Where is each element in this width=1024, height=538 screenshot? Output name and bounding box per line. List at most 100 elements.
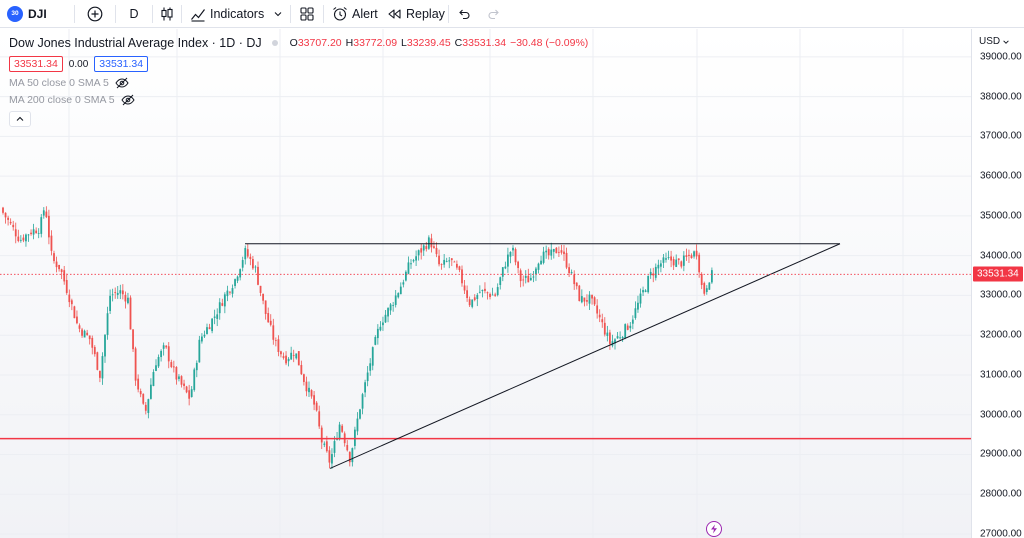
candle-up <box>150 384 152 399</box>
candle-down <box>93 347 96 355</box>
candle-up <box>662 257 665 263</box>
ma200-indicator[interactable]: MA 200 close 0 SMA 5 <box>9 94 588 106</box>
candle-down <box>305 381 308 392</box>
candle-down <box>313 395 315 405</box>
candle-up <box>206 327 208 334</box>
candle-down <box>593 297 596 305</box>
candle-up <box>254 266 257 268</box>
candle-down <box>259 285 262 293</box>
indicator-templates-button[interactable] <box>266 0 290 28</box>
candle-down <box>690 255 693 259</box>
candle-up <box>657 264 660 269</box>
candle-down <box>489 293 491 297</box>
candle-down <box>527 275 530 283</box>
candle-up <box>535 268 537 275</box>
candle-up <box>106 313 109 335</box>
interval-button[interactable]: D <box>116 0 152 28</box>
candle-up <box>157 357 160 367</box>
eye-hidden-icon[interactable] <box>115 77 129 89</box>
candle-up <box>711 270 713 283</box>
candle-up <box>642 290 644 293</box>
candle-down <box>221 303 224 306</box>
candle-up <box>402 282 405 285</box>
sell-button[interactable]: 33531.34 <box>9 56 63 72</box>
redo-button[interactable] <box>479 0 509 28</box>
symbol-search[interactable]: 30 DJI <box>0 5 74 22</box>
price-tick-label: 33000.00 <box>980 289 1022 301</box>
collapse-legend-button[interactable] <box>9 111 31 127</box>
lightning-event-icon[interactable] <box>706 521 722 537</box>
buy-button[interactable]: 33531.34 <box>94 56 149 72</box>
candle-down <box>50 235 53 251</box>
candle-up <box>223 294 226 307</box>
candle-down <box>463 285 466 291</box>
ma50-indicator[interactable]: MA 50 close 0 SMA 5 <box>9 77 588 89</box>
market-status-icon[interactable] <box>271 40 278 46</box>
candle-up <box>619 337 621 339</box>
candle-up <box>621 337 624 339</box>
candle-down <box>297 351 300 366</box>
chevron-down-icon <box>1003 39 1009 44</box>
candle-up <box>336 439 338 440</box>
eye-hidden-icon[interactable] <box>121 94 135 106</box>
candle-down <box>672 259 675 266</box>
candle-up <box>407 262 410 274</box>
redo-icon <box>488 9 499 19</box>
candle-up <box>649 271 652 276</box>
candle-up <box>389 304 392 311</box>
candle-up <box>448 260 451 262</box>
layout-button[interactable] <box>291 0 323 28</box>
candle-down <box>300 365 303 375</box>
candle-down <box>134 348 137 381</box>
candle-down <box>175 367 178 380</box>
candle-down <box>468 299 471 306</box>
candle-up <box>374 337 377 345</box>
replay-button[interactable]: Replay <box>382 0 448 28</box>
candle-up <box>211 318 213 332</box>
candle-up <box>361 394 364 409</box>
candle-down <box>252 259 254 269</box>
price-tick-label: 28000.00 <box>980 488 1022 500</box>
candle-down <box>586 300 588 302</box>
undo-button[interactable] <box>449 0 479 28</box>
candle-up <box>705 288 708 292</box>
price-tick-label: 35000.00 <box>980 210 1022 222</box>
compare-symbol-button[interactable] <box>75 0 115 28</box>
candle-down <box>514 249 517 263</box>
candle-down <box>4 212 7 218</box>
candle-down <box>285 355 287 364</box>
candle-down <box>685 255 688 257</box>
low-key: L <box>401 37 407 49</box>
candle-up <box>371 347 374 366</box>
chart-legend: Dow Jones Industrial Average Index · 1D … <box>9 36 588 127</box>
candle-down <box>99 370 101 378</box>
candle-up <box>412 260 415 262</box>
candle-down <box>172 366 175 368</box>
chart-type-button[interactable] <box>153 0 181 28</box>
indicators-label: Indicators <box>210 6 265 21</box>
candle-up <box>37 233 40 234</box>
candle-up <box>427 237 430 249</box>
candle-up <box>333 441 336 453</box>
currency-selector[interactable]: USD <box>979 36 1010 47</box>
alert-button[interactable]: Alert <box>324 0 382 28</box>
ma200-label: MA 200 close 0 SMA 5 <box>9 94 115 106</box>
candle-down <box>486 292 489 294</box>
candle-down <box>180 376 183 385</box>
candle-down <box>246 249 249 257</box>
price-tick-label: 37000.00 <box>980 130 1022 142</box>
candle-down <box>320 427 323 443</box>
legend-title[interactable]: Dow Jones Industrial Average Index · 1D … <box>9 36 262 50</box>
candle-down <box>35 230 38 234</box>
indicators-button[interactable]: Indicators <box>182 0 266 28</box>
candle-up <box>624 324 627 339</box>
price-axis[interactable]: USD 39000.00 38000.00 37000.00 36000.00 3500… <box>971 29 1024 538</box>
divider <box>181 4 182 23</box>
candle-up <box>104 334 106 357</box>
candle-up <box>152 372 155 386</box>
candle-up <box>394 295 397 305</box>
chart-pane[interactable] <box>0 29 971 538</box>
candle-up <box>499 277 502 285</box>
candlestick-chart[interactable] <box>0 29 971 538</box>
candle-up <box>359 409 361 419</box>
